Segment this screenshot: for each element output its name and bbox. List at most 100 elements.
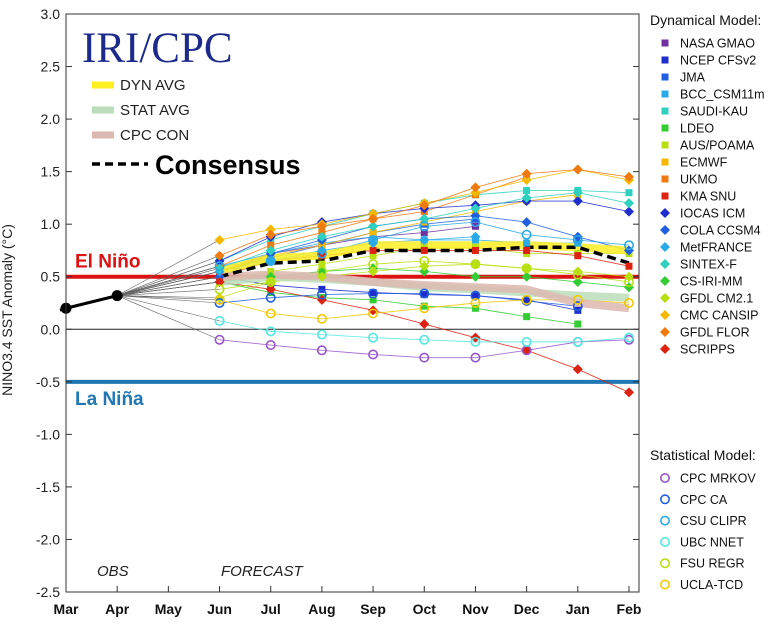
model-marker (659, 536, 670, 547)
y-tick-label: 2.0 (41, 111, 61, 127)
model-marker (368, 266, 379, 277)
connector-line (117, 265, 220, 296)
model-marker (420, 246, 428, 254)
model-line (219, 320, 630, 343)
model-marker (470, 182, 481, 193)
legend-entry: ECMWF (680, 156, 728, 170)
model-marker (419, 213, 430, 224)
model-marker (318, 252, 326, 260)
model-marker (214, 234, 225, 245)
model-marker (316, 245, 327, 256)
model-marker (419, 200, 430, 211)
model-marker (369, 246, 377, 254)
model-marker (316, 313, 327, 324)
model-marker (419, 303, 430, 314)
legend-entry: CSU CLIPR (680, 514, 747, 528)
legend-entry: JMA (680, 71, 706, 85)
model-marker (623, 297, 634, 308)
observed-line (65, 294, 118, 310)
model-marker (267, 241, 275, 249)
inset-legend: DYN AVG STAT AVG CPC CON Consensus (92, 77, 301, 180)
model-marker (660, 327, 670, 337)
model-legend: Dynamical Model: NASA GMAO NCEP CFSv2 JMA BC… (650, 12, 765, 592)
model-marker (659, 472, 670, 483)
model-marker (368, 213, 379, 224)
model-marker (572, 364, 583, 375)
model-marker (661, 90, 669, 98)
obs-label: OBS (97, 563, 129, 580)
y-tick-label: 2.5 (41, 59, 61, 75)
model-marker (471, 246, 479, 254)
y-tick-label: -1.0 (36, 426, 60, 442)
model-marker (521, 294, 532, 305)
model-marker (661, 39, 669, 47)
model-marker (368, 332, 379, 343)
legend-entry: NCEP CFSv2 (680, 54, 756, 68)
model-marker (521, 168, 532, 179)
legend-entry: FSU REGR (680, 557, 745, 571)
legend-entry: UBC NNET (680, 535, 744, 549)
model-marker (470, 231, 481, 242)
legend-entry: MetFRANCE (680, 241, 752, 255)
model-marker (623, 276, 634, 287)
model-marker (523, 187, 531, 195)
model-marker (470, 336, 481, 347)
y-tick-label: -2.5 (36, 584, 60, 600)
model-marker (660, 344, 670, 354)
x-tick-label: Sep (360, 601, 386, 617)
connector-line (117, 281, 220, 296)
y-tick-label: -1.5 (36, 479, 60, 495)
model-marker (521, 271, 532, 282)
model-marker (368, 308, 379, 319)
model-marker (661, 175, 669, 183)
legend-entry: SAUDI-KAU (680, 105, 748, 119)
model-marker (419, 234, 430, 245)
model-marker (625, 189, 633, 197)
model-marker (316, 266, 327, 277)
model-marker (660, 242, 670, 252)
model-marker (368, 238, 379, 249)
model-marker (419, 255, 430, 266)
model-marker (318, 260, 326, 268)
y-tick-label: -0.5 (36, 374, 60, 390)
model-marker (521, 192, 532, 203)
x-tick-label: Dec (514, 601, 540, 617)
model-marker (523, 239, 531, 247)
model-marker (661, 192, 669, 200)
model-marker (470, 203, 481, 214)
model-marker (572, 164, 583, 175)
legend-entry: NASA GMAO (680, 37, 755, 51)
legend-entry: SINTEX-F (680, 258, 737, 272)
y-axis-label: NINO3.4 SST Anomaly (°C) (0, 224, 15, 396)
model-marker (659, 494, 670, 505)
model-marker (419, 221, 430, 232)
model-marker (318, 285, 326, 293)
model-marker (265, 245, 276, 256)
legend-heading: Dynamical Model: (650, 12, 761, 28)
model-marker (572, 336, 583, 347)
legend-heading: Statistical Model: (650, 447, 756, 463)
model-marker (521, 263, 532, 274)
model-marker (661, 141, 669, 149)
model-marker (265, 308, 276, 319)
model-marker (659, 579, 670, 590)
connector-line (117, 289, 220, 296)
legend-entry: GFDL CM2.1 (680, 292, 753, 306)
model-marker (471, 304, 479, 312)
legend-entry: AUS/POAMA (680, 139, 755, 153)
legend-entry: COLA CCSM4 (680, 224, 761, 238)
model-marker (521, 217, 532, 228)
x-tick-label: May (155, 601, 182, 617)
model-marker (623, 171, 634, 182)
model-marker (572, 301, 583, 312)
model-marker (521, 229, 532, 240)
forecast-label: FORECAST (221, 563, 305, 580)
model-marker (265, 292, 276, 303)
y-axis-ticks: 3.0 2.5 2.0 1.5 1.0 0.5 0.0 -0.5 -1.0 -1.5 -2.0 -2.… (36, 6, 639, 600)
model-marker (419, 334, 430, 345)
model-marker (368, 305, 379, 316)
model-marker (265, 276, 276, 287)
model-marker (471, 292, 479, 300)
threshold-lines: El Niño La Niña (66, 252, 639, 410)
